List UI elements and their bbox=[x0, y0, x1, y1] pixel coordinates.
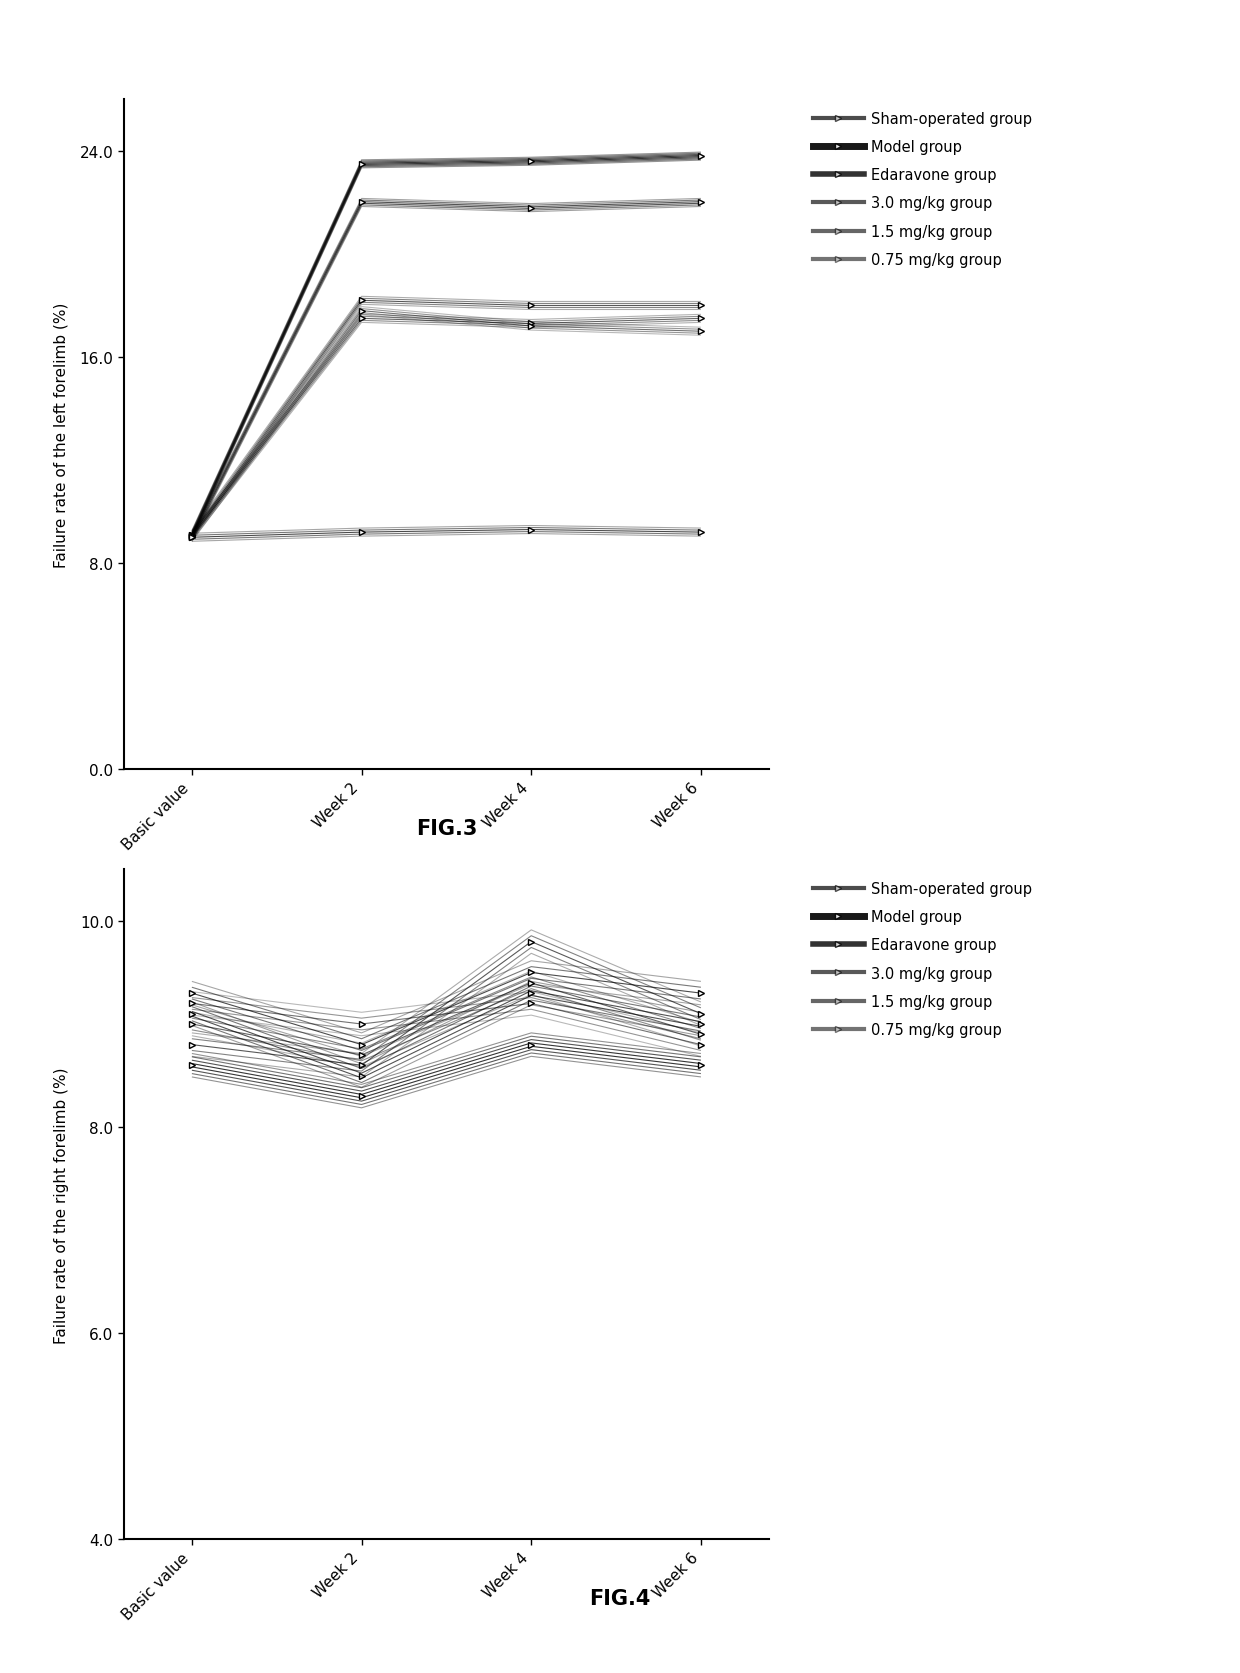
1.5 mg/kg group bbox=[523, 315, 538, 335]
Edaravone group bbox=[693, 1014, 708, 1034]
Edaravone group bbox=[355, 1066, 370, 1086]
3.0 mg/kg group bbox=[185, 525, 200, 545]
Y-axis label: Failure rate of the right forelimb (%): Failure rate of the right forelimb (%) bbox=[53, 1066, 68, 1343]
0.75 mg/kg group bbox=[693, 321, 708, 341]
0.75 mg/kg group bbox=[355, 1014, 370, 1034]
0.75 mg/kg group bbox=[693, 1036, 708, 1056]
Edaravone group bbox=[523, 984, 538, 1004]
Legend: Sham-operated group, Model group, Edaravone group, 3.0 mg/kg group, 1.5 mg/kg gr: Sham-operated group, Model group, Edarav… bbox=[808, 877, 1037, 1042]
Line: 1.5 mg/kg group: 1.5 mg/kg group bbox=[192, 984, 701, 1056]
Y-axis label: Failure rate of the left forelimb (%): Failure rate of the left forelimb (%) bbox=[53, 303, 68, 567]
0.75 mg/kg group bbox=[523, 994, 538, 1014]
Sham-operated group bbox=[693, 984, 708, 1004]
Model group bbox=[355, 1086, 370, 1106]
3.0 mg/kg group bbox=[523, 296, 538, 316]
3.0 mg/kg group bbox=[523, 932, 538, 952]
1.5 mg/kg group bbox=[355, 1046, 370, 1066]
Edaravone group bbox=[355, 194, 370, 214]
Line: Sham-operated group: Sham-operated group bbox=[192, 974, 701, 1046]
1.5 mg/kg group bbox=[693, 310, 708, 330]
Edaravone group bbox=[693, 194, 708, 214]
Model group bbox=[693, 1056, 708, 1076]
1.5 mg/kg group bbox=[523, 974, 538, 994]
3.0 mg/kg group bbox=[693, 1004, 708, 1024]
Sham-operated group bbox=[523, 520, 538, 540]
Line: Sham-operated group: Sham-operated group bbox=[192, 530, 701, 539]
Model group bbox=[523, 1036, 538, 1056]
Edaravone group bbox=[185, 529, 200, 549]
Line: Edaravone group: Edaravone group bbox=[192, 204, 701, 539]
1.5 mg/kg group bbox=[185, 527, 200, 547]
Text: FIG.4: FIG.4 bbox=[589, 1588, 651, 1608]
Model group bbox=[185, 1056, 200, 1076]
Model group bbox=[523, 152, 538, 172]
Sham-operated group bbox=[185, 529, 200, 549]
Sham-operated group bbox=[523, 964, 538, 984]
3.0 mg/kg group bbox=[355, 1056, 370, 1076]
1.5 mg/kg group bbox=[693, 1024, 708, 1044]
Edaravone group bbox=[523, 199, 538, 219]
Line: 1.5 mg/kg group: 1.5 mg/kg group bbox=[192, 320, 701, 537]
Sham-operated group bbox=[185, 984, 200, 1004]
Legend: Sham-operated group, Model group, Edaravone group, 3.0 mg/kg group, 1.5 mg/kg gr: Sham-operated group, Model group, Edarav… bbox=[808, 107, 1037, 273]
Model group bbox=[693, 147, 708, 167]
Sham-operated group bbox=[355, 1036, 370, 1056]
0.75 mg/kg group bbox=[355, 301, 370, 321]
Line: Model group: Model group bbox=[192, 1046, 701, 1096]
Sham-operated group bbox=[355, 522, 370, 542]
Line: 0.75 mg/kg group: 0.75 mg/kg group bbox=[192, 311, 701, 539]
Edaravone group bbox=[185, 1004, 200, 1024]
Line: 3.0 mg/kg group: 3.0 mg/kg group bbox=[192, 301, 701, 535]
0.75 mg/kg group bbox=[523, 316, 538, 336]
0.75 mg/kg group bbox=[185, 994, 200, 1014]
3.0 mg/kg group bbox=[693, 296, 708, 316]
3.0 mg/kg group bbox=[185, 1036, 200, 1056]
Line: 3.0 mg/kg group: 3.0 mg/kg group bbox=[192, 942, 701, 1066]
Line: 0.75 mg/kg group: 0.75 mg/kg group bbox=[192, 1004, 701, 1046]
Sham-operated group bbox=[693, 522, 708, 542]
Line: Edaravone group: Edaravone group bbox=[192, 994, 701, 1076]
Model group bbox=[355, 154, 370, 174]
Line: Model group: Model group bbox=[192, 157, 701, 535]
3.0 mg/kg group bbox=[355, 291, 370, 311]
0.75 mg/kg group bbox=[185, 529, 200, 549]
1.5 mg/kg group bbox=[355, 310, 370, 330]
Model group bbox=[185, 525, 200, 545]
Text: FIG.3: FIG.3 bbox=[415, 818, 477, 838]
1.5 mg/kg group bbox=[185, 1014, 200, 1034]
